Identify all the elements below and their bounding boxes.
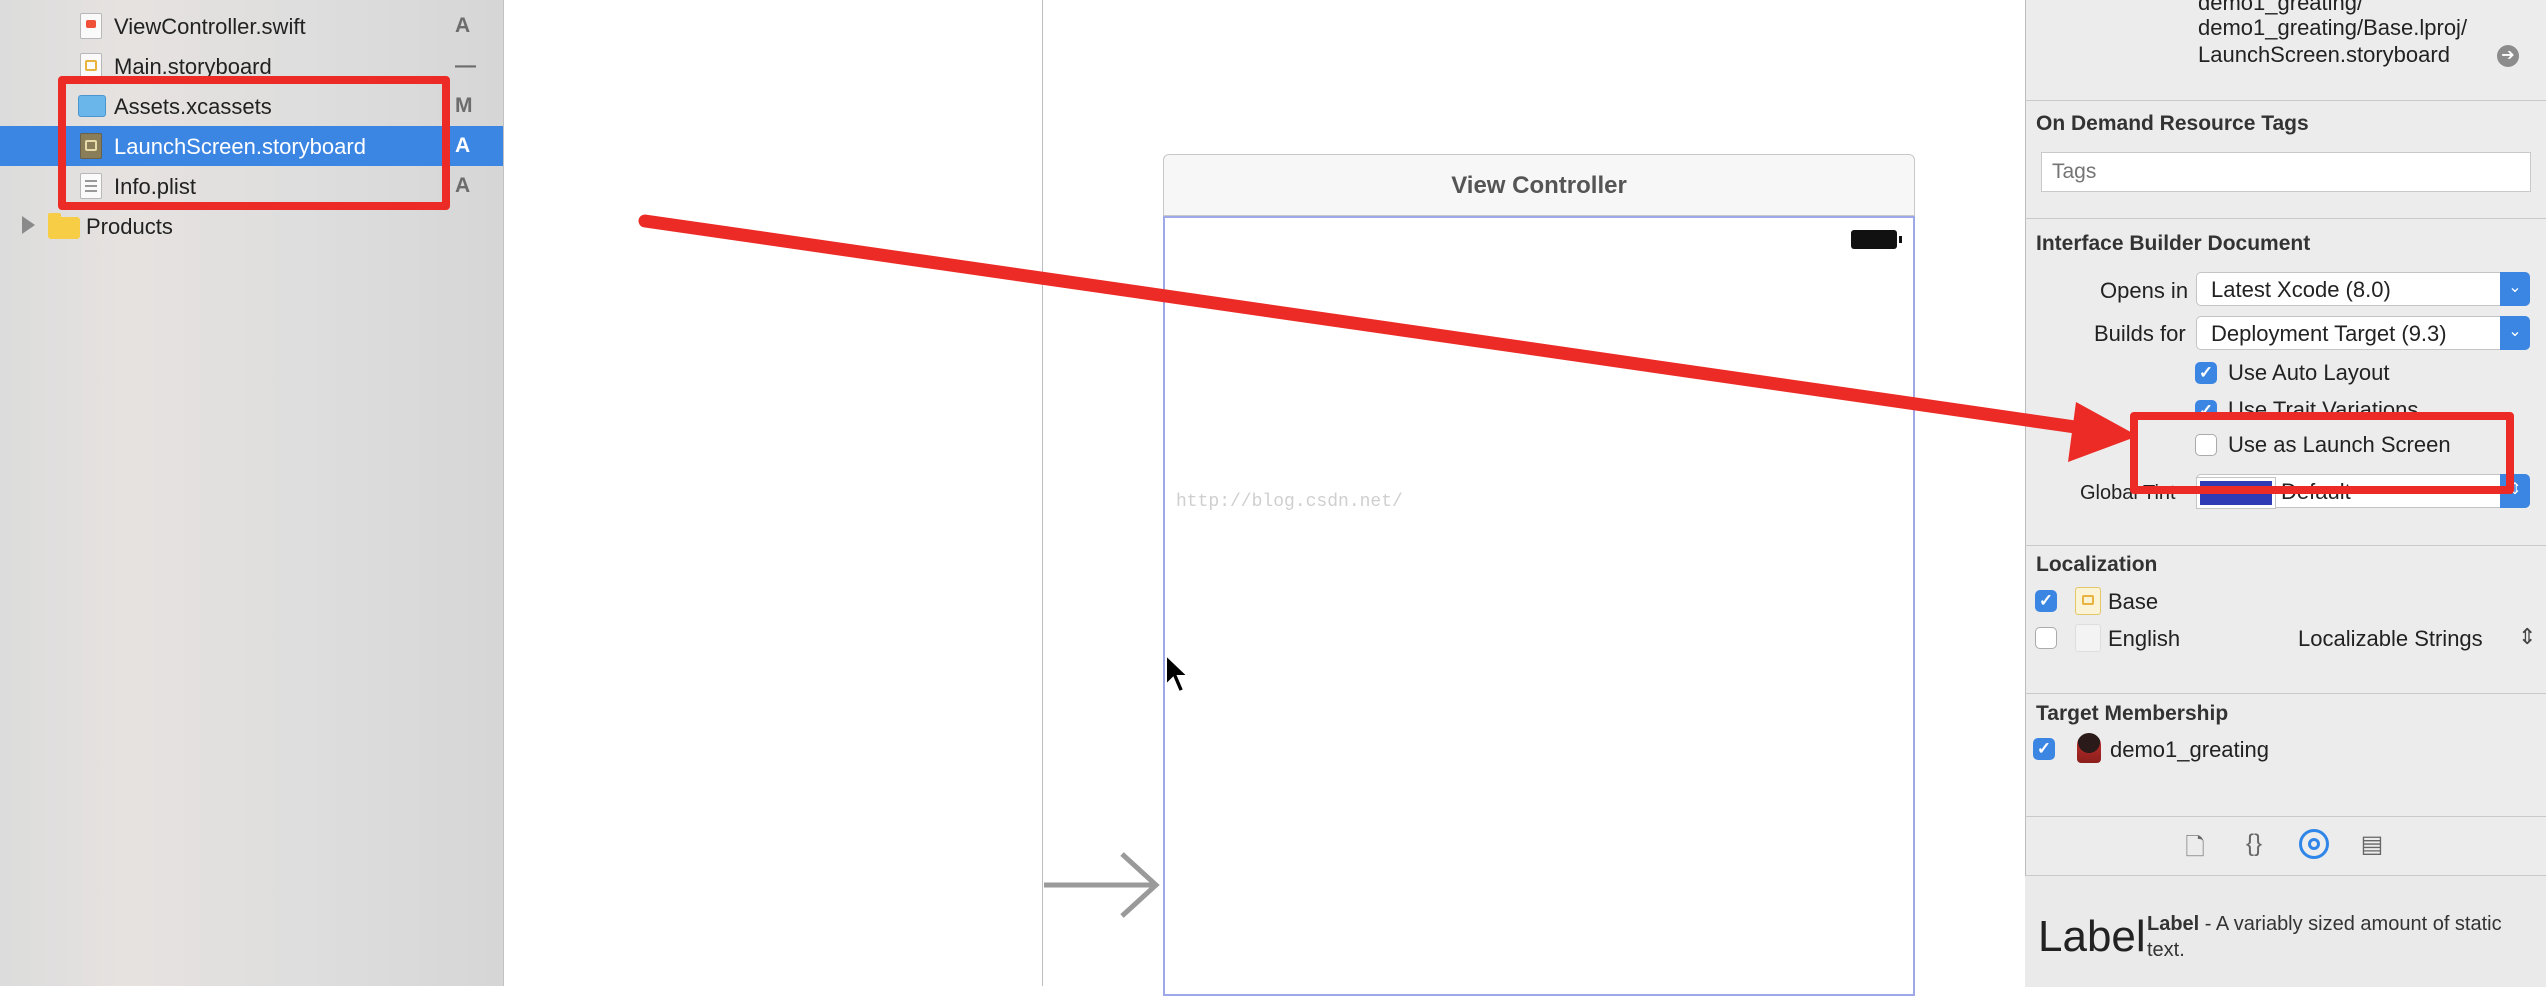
canvas-guide-line [1042, 0, 1043, 986]
file-row-info-plist[interactable]: Info.plist A [0, 166, 503, 206]
divider [2025, 693, 2546, 694]
reveal-in-finder-icon[interactable]: ➔ [2497, 45, 2519, 67]
divider [2025, 545, 2546, 546]
asset-catalog-icon [78, 95, 106, 117]
use-as-launch-screen-checkbox[interactable] [2195, 434, 2217, 456]
file-name: LaunchScreen.storyboard [114, 134, 366, 159]
vcs-status-badge: A [455, 14, 471, 37]
builds-for-popup[interactable]: Deployment Target (9.3) ⌄ [2196, 316, 2530, 350]
library-item-text: - A variably sized amount of static text… [2147, 913, 2502, 961]
file-row-viewcontroller[interactable]: ViewController.swift A [0, 6, 503, 46]
library-item-preview[interactable]: Label [2038, 912, 2146, 961]
target-demo1-checkbox[interactable]: ✓ [2033, 738, 2055, 760]
section-title-ib-document: Interface Builder Document [2036, 232, 2311, 255]
use-auto-layout-label: Use Auto Layout [2228, 360, 2390, 385]
object-library-panel [2025, 875, 2546, 987]
tags-input[interactable] [2041, 152, 2531, 192]
builds-for-label: Builds for [2094, 321, 2186, 346]
vcs-status-badge: A [455, 174, 471, 197]
library-item-name: Label [2147, 913, 2200, 935]
localization-english-label: English [2108, 626, 2181, 651]
chevron-down-icon: ⌄ [2500, 272, 2530, 306]
library-item-description: Label - A variably sized amount of stati… [2147, 911, 2532, 963]
opens-in-popup[interactable]: Latest Xcode (8.0) ⌄ [2196, 272, 2530, 306]
file-name: Main.storyboard [114, 54, 272, 79]
divider [2025, 100, 2546, 101]
opens-in-value: Latest Xcode (8.0) [2211, 277, 2391, 302]
swift-file-icon [80, 13, 102, 39]
quick-help-icon[interactable]: {} [2245, 830, 2263, 857]
identity-inspector-icon[interactable] [2299, 829, 2329, 859]
library-icon[interactable]: ▤ [2360, 831, 2384, 858]
file-row-launchscreen-selected[interactable]: LaunchScreen.storyboard A [0, 126, 503, 166]
blank-file-icon [2075, 624, 2101, 652]
use-as-launch-screen-label: Use as Launch Screen [2228, 432, 2451, 457]
section-title-target-membership: Target Membership [2036, 702, 2229, 725]
full-path-line-3: LaunchScreen.storyboard [2198, 42, 2450, 67]
localization-base-label: Base [2108, 589, 2159, 614]
group-name: Products [86, 214, 173, 239]
vcs-status-badge: — [455, 54, 476, 77]
folder-icon [48, 213, 80, 239]
storyboard-file-icon [2075, 587, 2101, 615]
localization-english-checkbox[interactable] [2035, 627, 2057, 649]
vcs-status-badge: A [455, 134, 471, 157]
storyboard-file-icon [80, 133, 102, 159]
file-name: Assets.xcassets [114, 94, 272, 119]
entry-point-arrow-icon[interactable] [1040, 850, 1165, 920]
builds-for-value: Deployment Target (9.3) [2211, 321, 2447, 346]
file-name: Info.plist [114, 174, 196, 199]
mouse-cursor-icon [1165, 652, 1191, 694]
view-controller-view[interactable] [1163, 216, 1915, 996]
target-demo1-label: demo1_greating [2110, 737, 2270, 762]
localization-base-checkbox[interactable]: ✓ [2035, 590, 2057, 612]
opens-in-label: Opens in [2100, 278, 2189, 303]
file-name: ViewController.swift [114, 14, 306, 39]
group-row-products[interactable]: Products [0, 206, 503, 246]
battery-icon [1851, 230, 1902, 249]
vcs-status-badge: M [455, 94, 473, 117]
watermark-text: http://blog.csdn.net/ [1176, 492, 1403, 512]
project-navigator: ViewController.swift A Main.storyboard —… [0, 0, 504, 986]
file-row-assets[interactable]: Assets.xcassets M [0, 86, 503, 126]
disclosure-triangle-icon[interactable] [22, 216, 35, 234]
annotation-box-files [58, 76, 450, 210]
annotation-box-launch-screen [2130, 412, 2514, 494]
app-target-icon [2077, 733, 2101, 763]
full-path-line-2: demo1_greating/Base.lproj/ [2198, 15, 2468, 40]
section-title-odr-tags: On Demand Resource Tags [2036, 112, 2309, 135]
divider [2025, 218, 2546, 219]
scene-title: View Controller [1451, 172, 1627, 199]
chevron-updown-icon[interactable]: ⇕ [2518, 624, 2537, 649]
full-path-line-1: demo1_greating/ [2198, 0, 2364, 15]
localization-english-type[interactable]: Localizable Strings [2298, 626, 2483, 651]
file-inspector-icon[interactable]: 🗋 [2185, 834, 2205, 861]
plist-file-icon [80, 173, 102, 199]
use-auto-layout-checkbox[interactable]: ✓ [2195, 362, 2217, 384]
section-title-localization: Localization [2036, 553, 2158, 576]
scene-header[interactable]: View Controller [1163, 154, 1915, 216]
chevron-down-icon: ⌄ [2500, 316, 2530, 350]
divider [2025, 816, 2546, 817]
